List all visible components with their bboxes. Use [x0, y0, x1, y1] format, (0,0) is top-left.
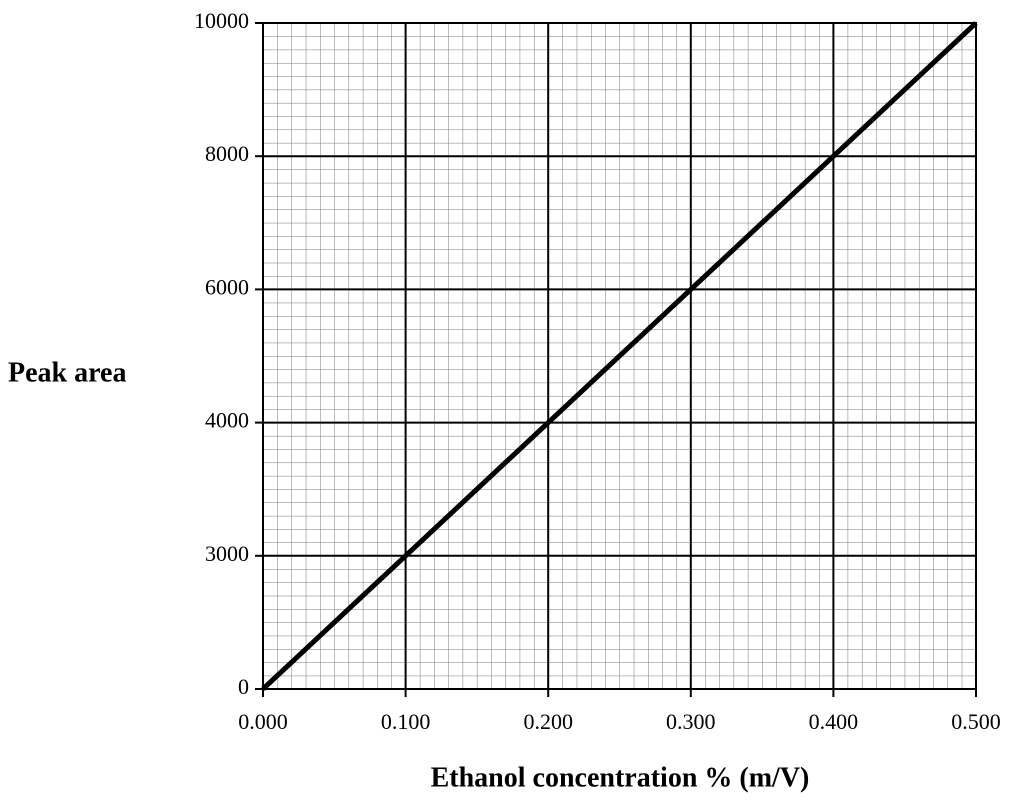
y-tick-label: 6000: [205, 274, 249, 299]
x-axis-title: Ethanol concentration % (m/V): [431, 762, 810, 793]
y-tick-label: 0: [238, 674, 249, 699]
y-tick-label: 8000: [205, 141, 249, 166]
y-tick-label: 3000: [205, 541, 249, 566]
x-tick-label: 0.000: [238, 709, 288, 734]
x-tick-label: 0.400: [809, 709, 859, 734]
x-tick-label: 0.200: [523, 709, 573, 734]
x-tick-label: 0.300: [666, 709, 716, 734]
x-tick-label: 0.500: [951, 709, 1001, 734]
x-tick-label: 0.100: [381, 709, 431, 734]
y-tick-label: 4000: [205, 408, 249, 433]
y-tick-label: 10000: [194, 8, 249, 33]
data-line: [261, 21, 978, 691]
y-axis-title: Peak area: [8, 357, 126, 388]
plot-frame: [262, 22, 977, 690]
